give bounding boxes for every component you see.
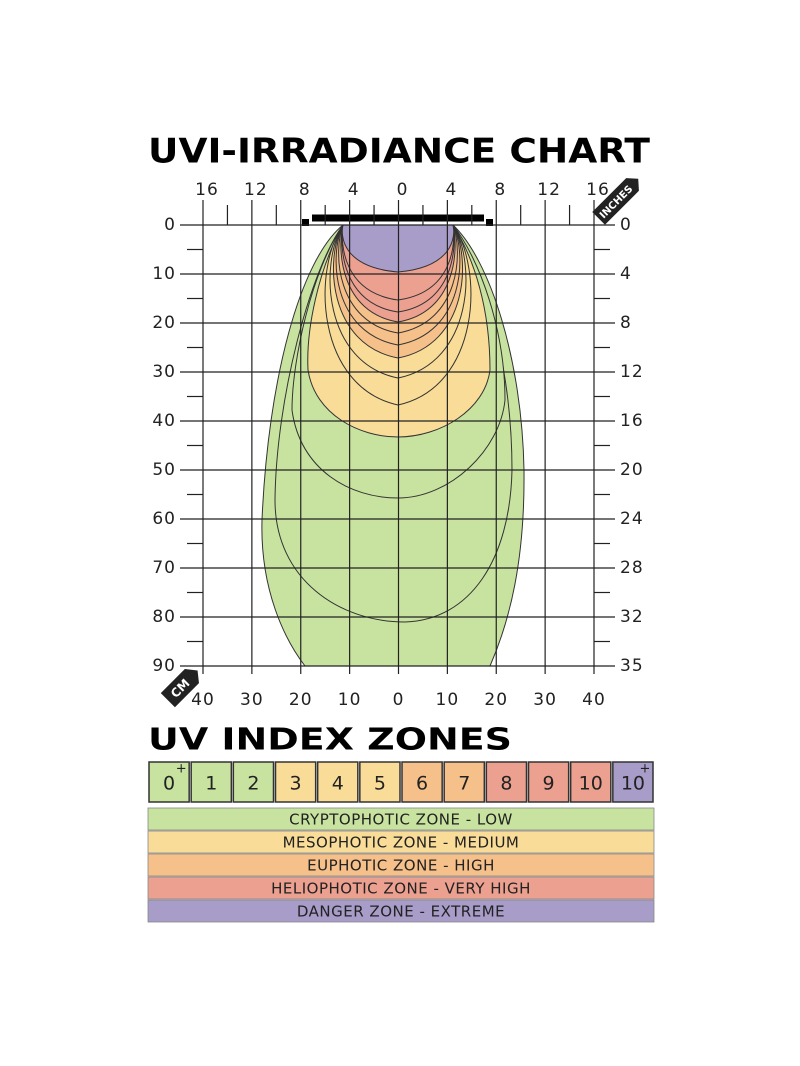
top-axis-label: 16: [195, 180, 219, 200]
bottom-axis-label: 10: [436, 690, 460, 710]
cm-badge: CM: [160, 669, 199, 708]
index-label: 9: [543, 773, 555, 795]
left-axis-label: 70: [152, 558, 176, 578]
index-box: [232, 761, 275, 803]
index-box: [612, 761, 654, 803]
right-axis-label: 8: [620, 313, 632, 333]
index-sup: +: [640, 762, 651, 777]
right-axis-label: 35: [620, 656, 644, 676]
top-axis-label: 0: [397, 180, 409, 200]
badge-shape: [160, 669, 199, 708]
right-axis-label: 0: [620, 215, 632, 235]
badge-shape: [592, 178, 639, 225]
right-axis-label: 28: [620, 558, 644, 578]
left-axis-label: 0: [164, 215, 176, 235]
zone-label: CRYPTOPHOTIC ZONE - LOW: [289, 811, 513, 829]
index-box: [401, 761, 443, 803]
index-label: 2: [247, 773, 259, 795]
left-axis-label: 50: [152, 460, 176, 480]
bottom-axis-label: 20: [289, 690, 313, 710]
chart-title: UVI-IRRADIANCE CHART: [148, 132, 651, 172]
top-axis-label: 16: [586, 180, 610, 200]
index-box: [485, 761, 528, 803]
zone-bar: [147, 853, 655, 877]
legend-title: UV INDEX ZONES: [148, 723, 512, 758]
left-axis-label: 20: [152, 313, 176, 333]
index-box: [359, 761, 401, 803]
index-label: 8: [500, 773, 512, 795]
zone-label: MESOPHOTIC ZONE - MEDIUM: [283, 834, 520, 852]
bottom-axis-label: 40: [582, 690, 606, 710]
top-axis-label: 12: [537, 180, 561, 200]
top-axis-label: 8: [299, 180, 311, 200]
right-axis-label: 24: [620, 509, 644, 529]
index-box: [569, 761, 612, 803]
top-axis-label: 4: [348, 180, 360, 200]
bottom-axis-label: 10: [338, 690, 362, 710]
right-axis-label: 16: [620, 411, 644, 431]
index-box: [148, 761, 190, 803]
index-box: [316, 761, 359, 803]
zone-label: DANGER ZONE - EXTREME: [297, 903, 505, 921]
left-axis-label: 90: [152, 656, 176, 676]
index-label: 3: [290, 773, 302, 795]
bottom-axis-label: 0: [393, 690, 405, 710]
zone-bar: [147, 807, 655, 831]
index-label: 10: [579, 773, 603, 795]
right-axis-label: 12: [620, 362, 644, 382]
index-label: 7: [458, 773, 470, 795]
left-axis-label: 60: [152, 509, 176, 529]
bottom-axis-label: 40: [191, 690, 215, 710]
index-label: 6: [416, 773, 428, 795]
right-axis-label: 4: [620, 264, 632, 284]
left-axis-label: 30: [152, 362, 176, 382]
index-label: 0: [163, 773, 175, 795]
index-label: 10: [621, 773, 645, 795]
zone-label: HELIOPHOTIC ZONE - VERY HIGH: [271, 880, 531, 898]
index-box: [190, 761, 233, 803]
index-label: 4: [332, 773, 344, 795]
zone-bar: [147, 830, 655, 854]
index-label: 5: [374, 773, 386, 795]
zone-bar: [147, 899, 655, 923]
top-axis-label: 4: [445, 180, 457, 200]
bottom-axis-label: 30: [533, 690, 557, 710]
lamp-end: [486, 219, 493, 226]
left-axis-label: 40: [152, 411, 176, 431]
index-sup: +: [176, 762, 187, 777]
top-axis-label: 12: [244, 180, 268, 200]
bottom-axis-label: 30: [240, 690, 264, 710]
index-label: 1: [205, 773, 217, 795]
zone-bar: [147, 876, 655, 900]
left-axis-label: 80: [152, 607, 176, 627]
left-axis-label: 10: [152, 264, 176, 284]
right-axis-label: 32: [620, 607, 644, 627]
top-axis-label: 8: [494, 180, 506, 200]
bottom-axis-label: 20: [484, 690, 508, 710]
lamp-end: [302, 219, 309, 226]
zone-label: EUPHOTIC ZONE - HIGH: [307, 857, 495, 875]
index-box: [527, 761, 570, 803]
index-box: [274, 761, 317, 803]
index-box: [443, 761, 486, 803]
right-axis-label: 20: [620, 460, 644, 480]
